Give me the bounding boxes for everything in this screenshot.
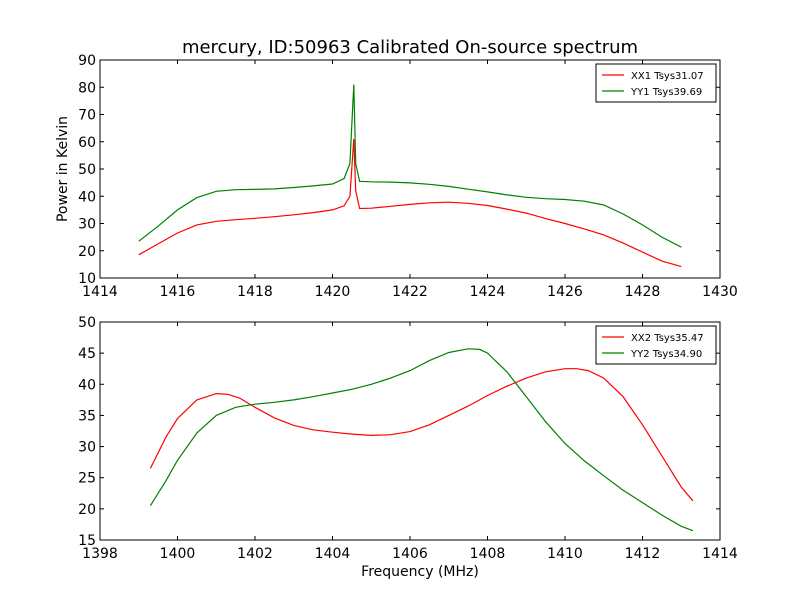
y-tick-label: 20	[78, 502, 96, 518]
y-tick-label: 80	[78, 80, 96, 96]
series-line-2	[149, 348, 694, 532]
legend-label: YY1 Tsys39.69	[630, 87, 702, 98]
y-tick-label: 50	[78, 162, 96, 178]
series-line-1	[138, 138, 682, 268]
y-tick-label: 30	[78, 440, 96, 456]
y-tick-label: 40	[78, 377, 96, 393]
x-tick-label: 1402	[237, 546, 273, 562]
y-tick-label: 15	[78, 533, 96, 549]
x-tick-label: 1428	[625, 284, 661, 300]
y-tick-label: 30	[78, 217, 96, 233]
y-axis-label: Power in Kelvin	[55, 116, 71, 222]
x-tick-label: 1400	[160, 546, 196, 562]
x-tick-label: 1408	[470, 546, 506, 562]
y-tick-label: 90	[78, 53, 96, 69]
x-tick-label: 1406	[392, 546, 428, 562]
y-tick-label: 40	[78, 189, 96, 205]
x-tick-label: 1422	[392, 284, 428, 300]
legend: XX2 Tsys35.47 YY2 Tsys34.90	[595, 325, 717, 365]
legend-label: XX1 Tsys31.07	[631, 71, 704, 82]
series-line-2	[138, 84, 682, 248]
top-subplot: 1414 1416 1418 1420 1422 1424 1426 1428 1430 10 20…	[55, 53, 738, 300]
y-tick-label: 20	[78, 244, 96, 260]
x-tick-label: 1418	[237, 284, 273, 300]
x-tick-label: 1416	[160, 284, 196, 300]
figure-title: mercury, ID:50963 Calibrated On-source s…	[182, 37, 638, 58]
y-tick-label: 50	[78, 315, 96, 331]
x-tick-label: 1398	[82, 546, 118, 562]
y-tick-label: 10	[78, 271, 96, 287]
y-tick-label: 60	[78, 135, 96, 151]
y-tick-label: 35	[78, 408, 96, 424]
legend-label: XX2 Tsys35.47	[631, 333, 704, 344]
legend-box	[595, 325, 717, 365]
y-tick-label: 25	[78, 471, 96, 487]
x-tick-label: 1410	[547, 546, 583, 562]
series-line-1	[149, 368, 694, 502]
x-tick-label: 1426	[547, 284, 583, 300]
legend-box	[595, 63, 717, 103]
x-tick-label: 1424	[470, 284, 506, 300]
x-axis-label: Frequency (MHz)	[361, 564, 479, 580]
x-tick-label: 1414	[82, 284, 118, 300]
legend: XX1 Tsys31.07 YY1 Tsys39.69	[595, 63, 717, 103]
legend-label: YY2 Tsys34.90	[630, 349, 702, 360]
x-tick-label: 1414	[702, 546, 738, 562]
x-tick-label: 1430	[702, 284, 738, 300]
x-tick-label: 1404	[315, 546, 351, 562]
bottom-subplot: 1398 1400 1402 1404 1406 1408 1410 1412 1414 15 20…	[78, 315, 738, 580]
x-tick-label: 1420	[315, 284, 351, 300]
y-tick-label: 70	[78, 108, 96, 124]
x-tick-label: 1412	[625, 546, 661, 562]
y-tick-label: 45	[78, 346, 96, 362]
